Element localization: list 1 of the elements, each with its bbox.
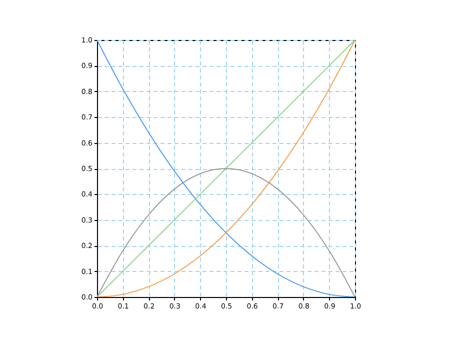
line-series xyxy=(97,40,355,297)
